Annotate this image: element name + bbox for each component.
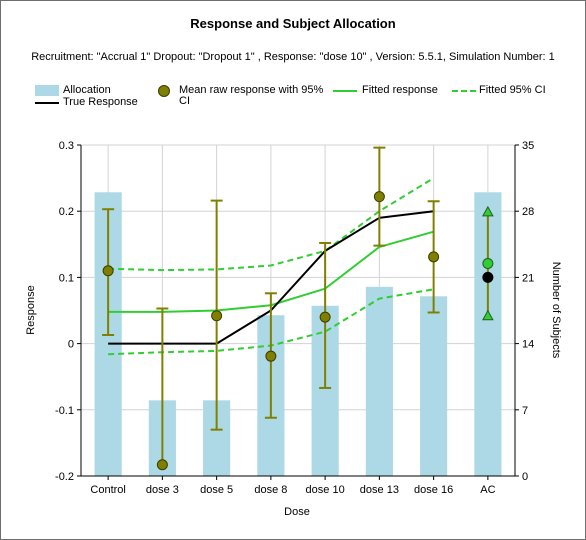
legend-fitted-ci-label: Fitted 95% CI bbox=[479, 84, 546, 96]
legend-true-response-swatch bbox=[35, 102, 59, 104]
raw-mean-point bbox=[319, 311, 331, 323]
y-left-tick-label: -0.2 bbox=[55, 471, 74, 483]
y-right-tick-label: 35 bbox=[522, 140, 534, 152]
legend-fitted-label: Fitted response bbox=[362, 84, 438, 96]
legend-fitted-swatch bbox=[333, 90, 357, 92]
x-tick-label: dose 8 bbox=[254, 484, 287, 496]
ac-true-point bbox=[482, 271, 494, 283]
y-axis-right-label: Number of Subjects bbox=[550, 262, 562, 359]
y-axis-left-label: Response bbox=[25, 285, 37, 335]
x-axis-label: Dose bbox=[284, 506, 310, 518]
chart-subtitle: Recruitment: "Accrual 1" Dropout: "Dropo… bbox=[31, 51, 555, 63]
x-tick-label: dose 10 bbox=[306, 484, 345, 496]
legend-allocation-swatch bbox=[35, 85, 59, 96]
y-left-tick-label: 0.3 bbox=[59, 140, 74, 152]
ac-ci-upper-marker bbox=[482, 205, 494, 217]
raw-mean-point bbox=[156, 459, 168, 471]
x-tick-label: dose 13 bbox=[360, 484, 399, 496]
x-tick-label: Control bbox=[90, 484, 125, 496]
legend-mean-raw-marker bbox=[158, 85, 170, 97]
legend-fitted-ci-swatch bbox=[452, 90, 476, 92]
y-right-tick-label: 14 bbox=[522, 339, 534, 351]
x-tick-label: dose 3 bbox=[146, 484, 179, 496]
raw-mean-point bbox=[428, 251, 440, 263]
legend-mean-raw-label: Mean raw response with 95% CI bbox=[179, 84, 324, 107]
raw-mean-point bbox=[211, 310, 223, 322]
x-tick-label: dose 16 bbox=[414, 484, 453, 496]
y-left-tick-label: 0.2 bbox=[59, 206, 74, 218]
raw-mean-point bbox=[102, 265, 114, 277]
allocation-bar bbox=[365, 286, 393, 476]
y-right-tick-label: 21 bbox=[522, 272, 534, 284]
y-right-tick-label: 0 bbox=[522, 471, 528, 483]
ac-mean-point bbox=[482, 257, 494, 269]
y-right-tick-label: 7 bbox=[522, 405, 528, 417]
y-left-tick-label: 0 bbox=[68, 339, 74, 351]
fitted-ci-upper-line bbox=[108, 177, 435, 272]
y-right-tick-label: 28 bbox=[522, 206, 534, 218]
raw-mean-point bbox=[373, 191, 385, 203]
legend-allocation-label: Allocation bbox=[63, 84, 111, 96]
y-left-tick-label: 0.1 bbox=[59, 272, 74, 284]
allocation-bar bbox=[420, 296, 448, 476]
legend-true-response-label: True Response bbox=[63, 96, 138, 108]
chart-title: Response and Subject Allocation bbox=[190, 16, 396, 31]
x-tick-label: dose 5 bbox=[200, 484, 233, 496]
ac-ci-lower-marker bbox=[482, 309, 494, 321]
raw-mean-point bbox=[265, 350, 277, 362]
y-left-tick-label: -0.1 bbox=[55, 405, 74, 417]
x-tick-label: AC bbox=[480, 484, 495, 496]
